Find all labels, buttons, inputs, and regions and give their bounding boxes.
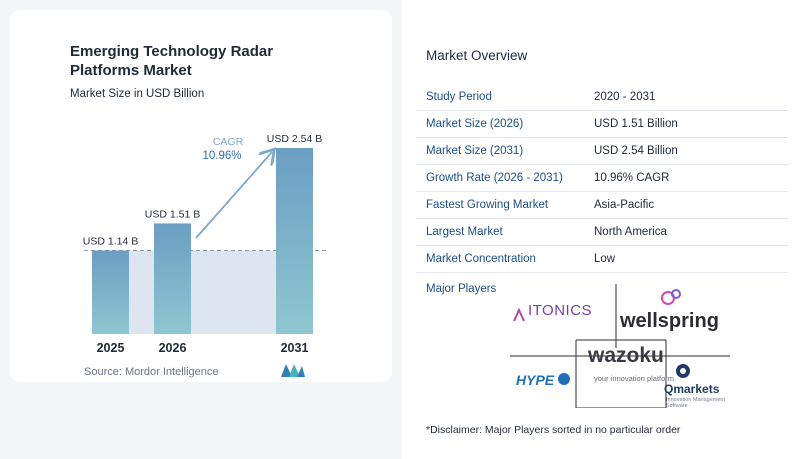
overview-row-label: Growth Rate (2026 - 2031) [426, 172, 563, 184]
value-label-2031: USD 2.54 B [267, 133, 322, 145]
cagr-value: 10.96% [202, 150, 241, 162]
overview-row: Growth Rate (2026 - 2031) 10.96% CAGR [416, 165, 788, 192]
player-qmarkets-tagline: Innovation Management Software [666, 397, 726, 409]
players-grid-lines [510, 284, 730, 408]
x-tick-2031: 2031 [281, 341, 309, 355]
major-players-logos: ITONICS wellspring wazoku your innovatio… [510, 284, 730, 409]
overview-row: Market Concentration Low [416, 246, 788, 273]
overview-row-value: Low [594, 253, 616, 265]
overview-row: Market Size (2031) USD 2.54 Billion [416, 138, 788, 165]
overview-row-value: 2020 - 2031 [594, 91, 656, 103]
value-label-2026: USD 1.51 B [145, 208, 200, 220]
chart-title: Emerging Technology Radar Platforms Mark… [70, 43, 274, 79]
overview-row: Fastest Growing Market Asia-Pacific [416, 192, 788, 219]
player-wazoku: wazoku [588, 344, 664, 367]
overview-row-label: Largest Market [426, 226, 503, 238]
cagr-arrow-icon [195, 152, 272, 239]
chart-subtitle: Market Size in USD Billion [70, 88, 205, 100]
cagr-label: CAGR [213, 136, 244, 148]
player-wellspring: wellspring [620, 310, 719, 332]
overview-row: Market Size (2026) USD 1.51 Billion [416, 111, 788, 138]
overview-row-label: Study Period [426, 91, 492, 103]
overview-row-label: Fastest Growing Market [426, 199, 549, 211]
player-hype: HYPE [516, 372, 555, 388]
player-itonics: ITONICS [528, 302, 593, 319]
overview-row-label: Market Concentration [426, 253, 536, 265]
overview-row-value: Asia-Pacific [594, 199, 655, 211]
overview-row: Largest Market North America [416, 219, 788, 246]
major-players-label: Major Players [426, 283, 497, 295]
overview-row-value: USD 1.51 Billion [594, 118, 678, 130]
hype-mark-icon [558, 373, 570, 385]
overview-table: Study Period 2020 - 2031 Market Size (2026… [416, 84, 788, 273]
player-qmarkets: Qmarkets [664, 382, 720, 396]
x-tick-2026: 2026 [159, 341, 187, 355]
x-tick-2025: 2025 [97, 341, 125, 355]
itonics-mark-icon [513, 307, 525, 322]
bar-2026 [154, 223, 191, 334]
bar-2031 [276, 148, 313, 334]
overview-row-label: Market Size (2031) [426, 145, 524, 157]
disclaimer: *Disclaimer: Major Players sorted in no … [426, 424, 681, 436]
overview-row-value: 10.96% CAGR [594, 172, 670, 184]
overview-row-value: USD 2.54 Billion [594, 145, 678, 157]
overview-row-label: Market Size (2026) [426, 118, 524, 130]
overview-row-value: North America [594, 226, 667, 238]
market-overview-panel: Market Overview Study Period 2020 - 2031 M… [402, 0, 800, 459]
overview-row: Study Period 2020 - 2031 [416, 84, 788, 111]
bar-chart: USD 1.14 B 2025 USD 1.51 B 2026 USD 2.54 B 20… [83, 133, 328, 355]
mordor-logo-icon [281, 364, 305, 377]
player-wazoku-tagline: your innovation platform [594, 374, 675, 383]
overview-title: Market Overview [426, 48, 528, 63]
value-label-2025: USD 1.14 B [83, 236, 138, 248]
bar-2025 [92, 250, 129, 334]
source-note: Source: Mordor Intelligence [84, 366, 219, 378]
